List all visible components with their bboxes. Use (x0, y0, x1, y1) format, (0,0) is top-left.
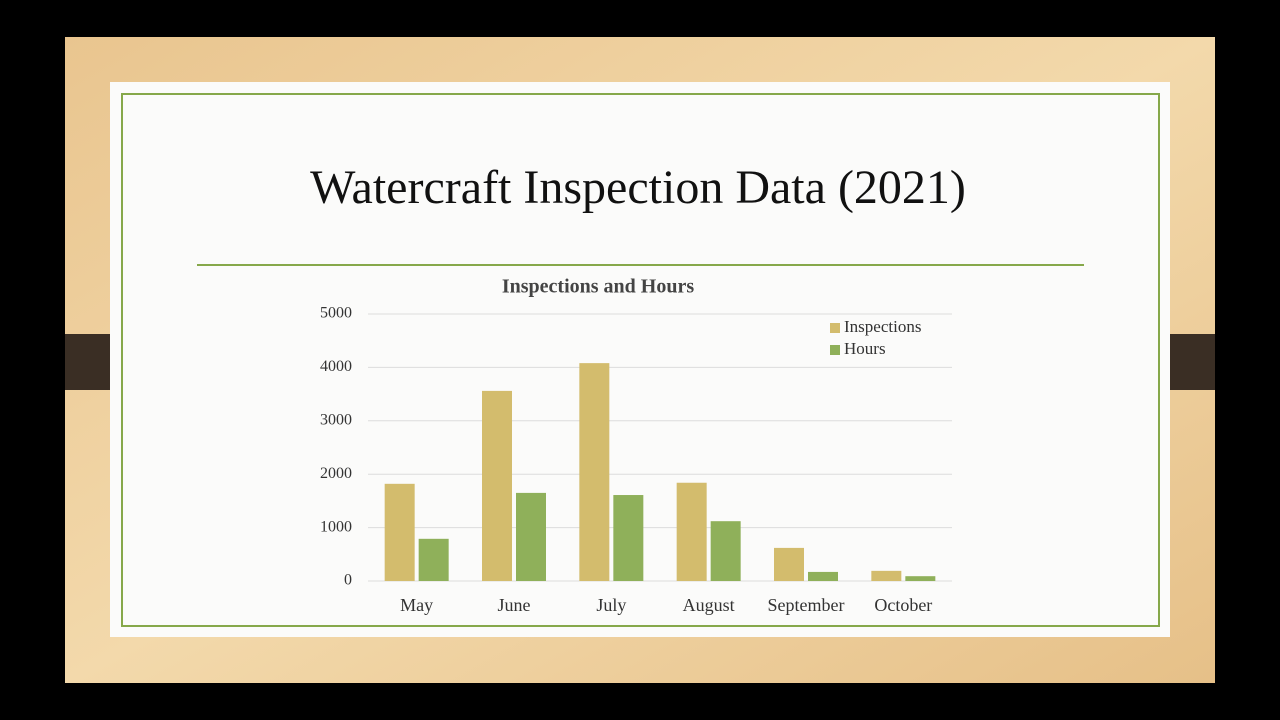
bar (905, 576, 936, 581)
y-tick-label: 4000 (320, 358, 352, 375)
legend-swatch (830, 323, 840, 333)
x-tick-label: July (596, 595, 626, 615)
y-tick-label: 3000 (320, 411, 352, 428)
chart-title: Inspections and Hours (502, 276, 694, 298)
y-tick-label: 0 (344, 572, 352, 589)
bar (774, 547, 804, 581)
bar (516, 492, 546, 581)
bar (384, 483, 415, 581)
x-tick-label: June (498, 595, 531, 615)
bar (418, 538, 449, 581)
bar (482, 390, 512, 581)
bar (676, 482, 707, 581)
legend-label: Hours (844, 339, 886, 358)
slide-title: Watercraft Inspection Data (2021) (310, 161, 966, 214)
y-tick-label: 5000 (320, 305, 352, 322)
bar (613, 495, 644, 581)
y-tick-label: 2000 (320, 465, 352, 482)
bar (579, 363, 610, 581)
bar (871, 570, 902, 581)
x-tick-label: September (768, 595, 845, 615)
legend-label: Inspections (844, 317, 921, 336)
legend-swatch (830, 345, 840, 355)
x-tick-label: May (400, 595, 433, 615)
x-tick-label: August (683, 595, 735, 615)
slide-border (121, 93, 1160, 627)
x-tick-label: October (874, 595, 932, 615)
y-tick-label: 1000 (320, 518, 352, 535)
bar (808, 571, 838, 581)
bar (710, 521, 741, 581)
chart: 0 1000 2000 3000 4000 5000 May June July August Se… (320, 305, 952, 615)
